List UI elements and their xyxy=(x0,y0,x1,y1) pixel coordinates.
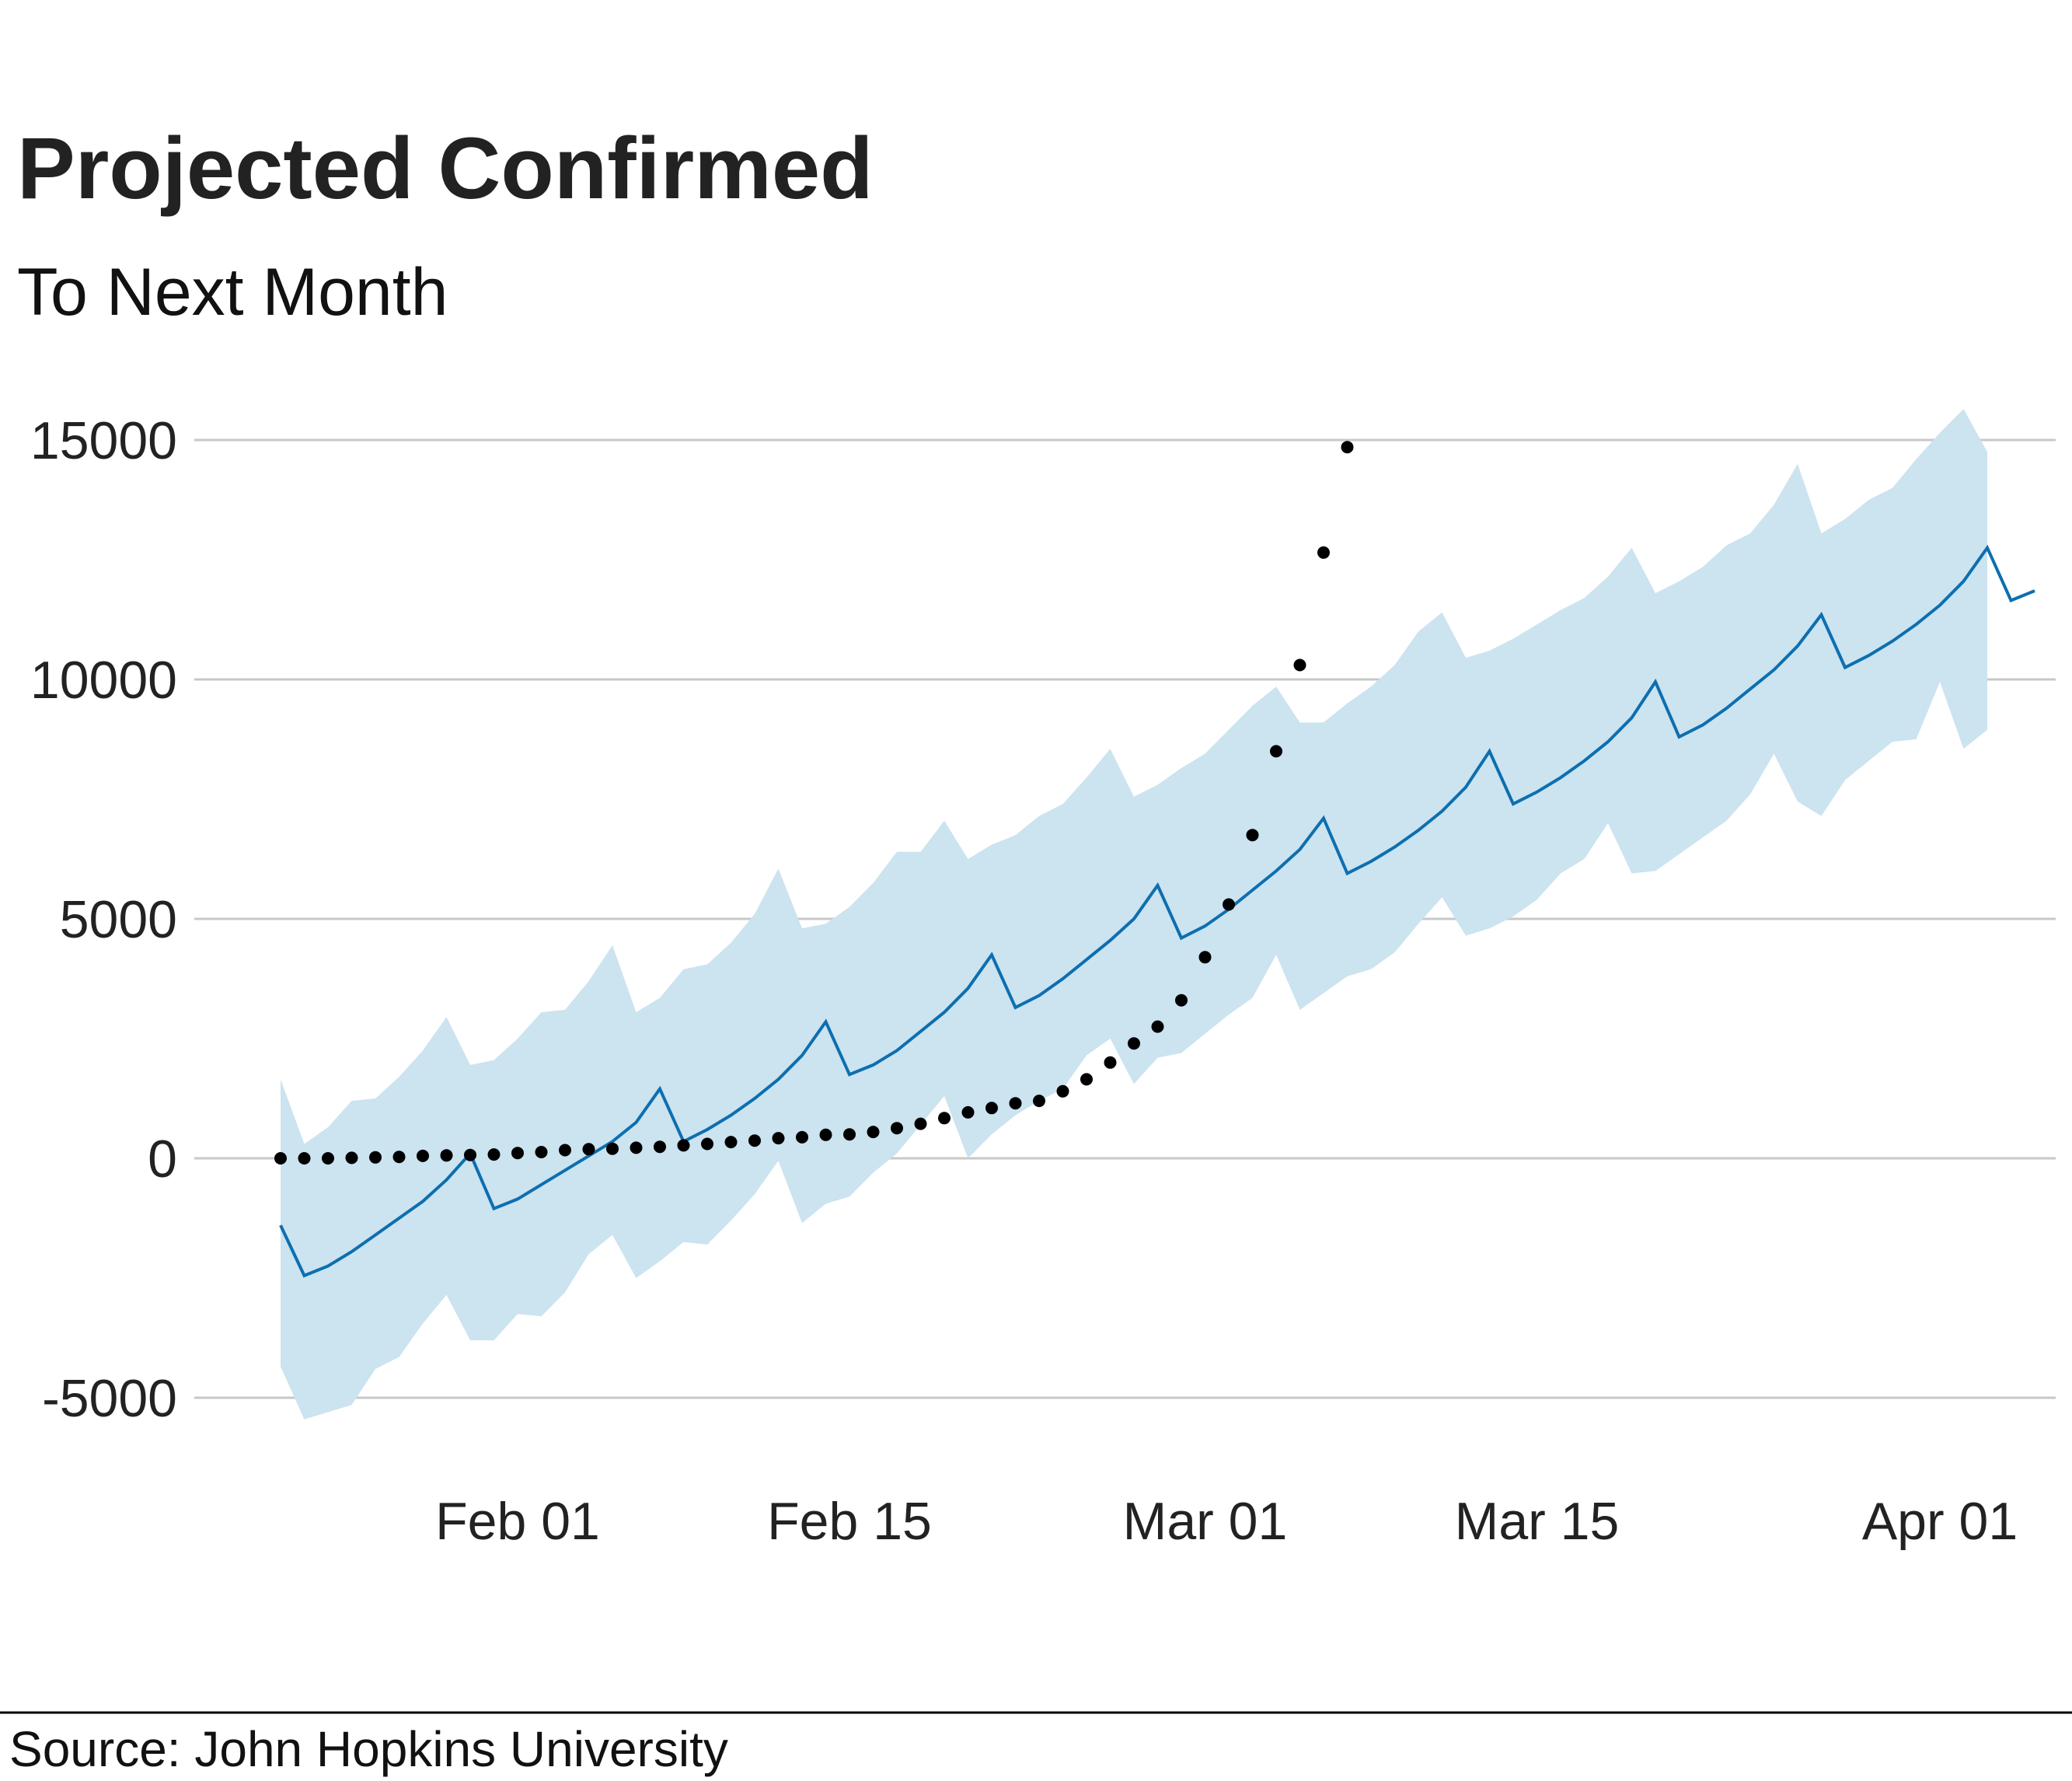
observed-point xyxy=(867,1126,880,1139)
y-axis: 15000 10000 5000 0 -5000 xyxy=(30,411,177,1428)
observed-point xyxy=(1009,1097,1022,1110)
observed-point xyxy=(1151,1020,1164,1033)
observed-point xyxy=(961,1105,975,1119)
chart-subtitle: To Next Month xyxy=(17,255,448,330)
observed-point xyxy=(938,1112,951,1125)
observed-point xyxy=(1128,1037,1140,1050)
observed-point xyxy=(724,1136,738,1149)
observed-point xyxy=(392,1151,406,1164)
observed-point xyxy=(1223,898,1235,911)
observed-point xyxy=(582,1143,595,1156)
observed-point xyxy=(654,1140,666,1154)
observed-point xyxy=(1341,441,1354,454)
forecast-line xyxy=(279,544,2035,1278)
observed-point xyxy=(891,1122,903,1135)
observed-point xyxy=(417,1149,429,1162)
observed-point xyxy=(464,1148,476,1161)
observed-point xyxy=(772,1132,785,1145)
observed-point xyxy=(322,1152,334,1165)
observed-point xyxy=(298,1152,311,1165)
observed-point xyxy=(559,1144,571,1157)
x-tick-label: Mar 01 xyxy=(1123,1492,1288,1551)
observed-point xyxy=(487,1148,501,1161)
observed-point xyxy=(701,1137,713,1151)
x-tick-label: Mar 15 xyxy=(1455,1492,1620,1551)
observed-point xyxy=(606,1142,619,1155)
observed-point xyxy=(1246,829,1259,842)
observed-point xyxy=(1198,951,1212,964)
observed-point xyxy=(1317,546,1330,559)
observed-point xyxy=(1293,658,1306,672)
observed-point xyxy=(511,1147,524,1160)
observed-point xyxy=(1056,1084,1069,1098)
observed-point xyxy=(630,1141,643,1154)
observed-point xyxy=(440,1149,453,1162)
observed-point xyxy=(1104,1056,1117,1069)
observed-point xyxy=(345,1151,358,1165)
x-tick-label: Feb 01 xyxy=(435,1492,600,1551)
observed-point xyxy=(1080,1073,1093,1086)
observed-point xyxy=(914,1117,927,1130)
observed-point xyxy=(677,1139,690,1152)
observed-point xyxy=(274,1152,287,1165)
x-tick-label: Feb 15 xyxy=(767,1492,932,1551)
x-axis: Feb 01 Feb 15 Mar 01 Mar 15 Apr 01 xyxy=(435,1492,2018,1551)
chart-caption: Source: John Hopkins University xyxy=(9,1721,728,1777)
y-tick-label: 10000 xyxy=(30,651,177,710)
observed-point xyxy=(535,1146,548,1158)
observed-point xyxy=(985,1102,998,1115)
y-tick-label: 15000 xyxy=(30,411,177,470)
y-tick-label: 0 xyxy=(148,1130,177,1189)
observed-point xyxy=(796,1130,808,1144)
confidence-band xyxy=(281,409,1987,1420)
observed-point xyxy=(1033,1095,1045,1108)
observed-point xyxy=(369,1151,382,1164)
observed-point xyxy=(1175,994,1188,1007)
y-tick-label: 5000 xyxy=(60,890,177,949)
plot-area xyxy=(274,409,2035,1420)
observed-point xyxy=(748,1134,761,1147)
observed-point xyxy=(1270,745,1282,758)
observed-point xyxy=(819,1128,832,1141)
y-tick-label: -5000 xyxy=(42,1369,177,1428)
chart-title: Projected Confirmed xyxy=(17,120,874,217)
observed-point xyxy=(843,1128,856,1141)
x-tick-label: Apr 01 xyxy=(1862,1492,2018,1551)
